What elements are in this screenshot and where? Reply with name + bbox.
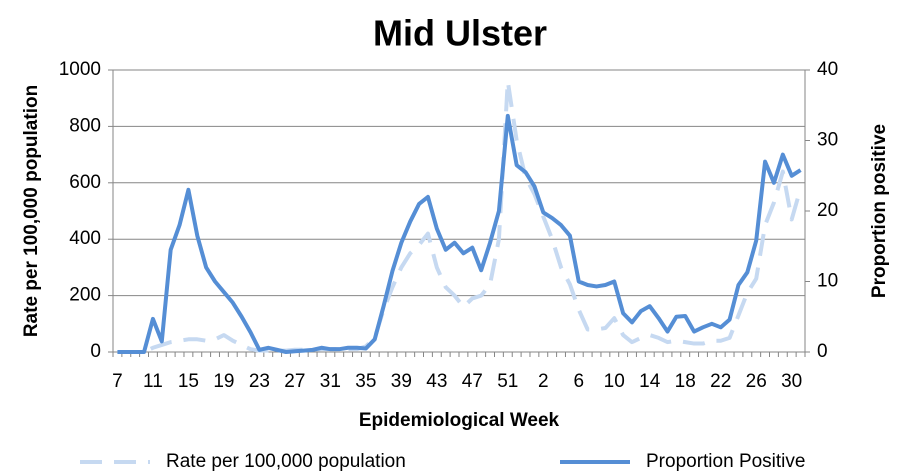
x-tick-label: 2 xyxy=(538,371,549,392)
y-tick-label: 200 xyxy=(69,285,101,306)
x-tick-label: 19 xyxy=(213,371,234,392)
x-tick-label: 14 xyxy=(639,371,661,392)
legend-label: Rate per 100,000 population xyxy=(166,451,406,472)
y-tick-label: 600 xyxy=(69,172,101,193)
series-line xyxy=(117,113,802,354)
x-tick-label: 30 xyxy=(781,371,802,392)
x-tick-label: 11 xyxy=(143,371,163,392)
x-tick-label: 23 xyxy=(249,371,270,392)
y-axis-title: Rate per 100,000 population xyxy=(21,85,42,337)
x-tick-label: 47 xyxy=(462,371,483,392)
x-tick-label: 10 xyxy=(604,371,625,392)
x-tick-label: 15 xyxy=(178,371,199,392)
y2-axis-title: Proportion positive xyxy=(869,124,890,298)
y-tick-label: 0 xyxy=(90,341,101,362)
series-line xyxy=(117,79,803,354)
chart-title: Mid Ulster xyxy=(373,13,547,54)
x-tick-label: 51 xyxy=(497,371,518,392)
legend-label: Proportion Positive xyxy=(646,451,805,472)
x-tick-label: 22 xyxy=(710,371,731,392)
x-tick-label: 43 xyxy=(426,371,447,392)
x-axis-title: Epidemiological Week xyxy=(359,410,560,431)
x-tick-label: 26 xyxy=(746,371,767,392)
x-tick-label: 39 xyxy=(391,371,412,392)
y-tick-label: 800 xyxy=(69,115,101,136)
y2-tick-label: 0 xyxy=(817,341,828,362)
y2-tick-label: 40 xyxy=(817,59,838,80)
y2-tick-label: 10 xyxy=(817,271,838,292)
y-tick-label: 400 xyxy=(69,228,101,249)
y-tick-label: 1000 xyxy=(59,59,101,80)
x-tick-label: 35 xyxy=(355,371,376,392)
x-tick-label: 6 xyxy=(573,371,584,392)
y2-tick-label: 30 xyxy=(817,130,838,151)
x-tick-label: 31 xyxy=(320,371,341,392)
x-tick-label: 18 xyxy=(675,371,696,392)
x-tick-label: 7 xyxy=(112,371,123,392)
x-tick-label: 27 xyxy=(284,371,305,392)
y2-tick-label: 20 xyxy=(817,200,838,221)
